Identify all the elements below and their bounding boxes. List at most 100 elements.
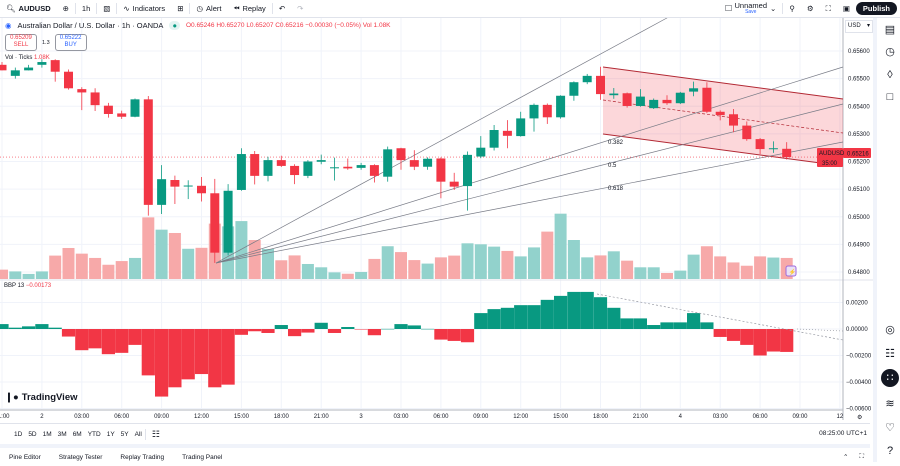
price-axis-label: 0.65000 [848, 215, 870, 221]
symbol-search[interactable]: 🔍︎ AUDUSD [0, 0, 57, 17]
watchlist-icon[interactable]: ▤ [884, 24, 896, 36]
alarm-clock-icon[interactable]: ◷ [885, 46, 895, 58]
quick-search-button[interactable]: ⚲ [783, 0, 801, 17]
time-axis-label: 06:00 [114, 414, 130, 420]
candle-down [77, 89, 87, 93]
channel-bottom-line [602, 133, 844, 167]
buy-price: 0.65222 [59, 35, 82, 41]
last-price-tag [817, 148, 843, 167]
replay-button[interactable]: ⏪︎ Replay [227, 0, 271, 17]
time-axis-label: 3 [359, 414, 363, 420]
range-all[interactable]: All [134, 430, 142, 438]
clock[interactable]: 08:25:00 UTC+1 [819, 430, 867, 437]
collapse-panel-icon[interactable]: ⌃ [842, 454, 849, 461]
indicators-button[interactable]: ∿ Indicators [117, 0, 171, 17]
undo-button[interactable]: ↶ [273, 0, 291, 17]
target-icon[interactable]: ◎ [885, 324, 895, 336]
range-1y[interactable]: 1Y [106, 430, 115, 438]
candle-down [622, 93, 632, 106]
fullscreen-button[interactable]: ⛶ [820, 0, 837, 17]
range-1d[interactable]: 1D [14, 430, 23, 438]
candle-up [223, 190, 233, 253]
bbp-bar-negative [194, 329, 209, 375]
redo-button[interactable]: ↷ [291, 0, 309, 17]
tradingview-logo[interactable]: ❙● TradingView [5, 392, 78, 403]
gear-icon: ⚙︎ [806, 4, 814, 13]
chart-canvas[interactable]: 0.002000.00000−0.00200−0.00400−0.0060021… [0, 0, 873, 421]
bbp-bar-negative [434, 329, 448, 340]
templates-button[interactable]: ⊞ [171, 0, 189, 17]
volume-bar [301, 263, 314, 279]
symbol-title[interactable]: Australian Dollar / U.S. Dollar · 1h · O… [17, 21, 164, 30]
tab-trading-panel[interactable]: Trading Panel [182, 453, 223, 461]
search-settings-icon: ⚲ [789, 4, 795, 13]
time-axis-label: 03:00 [713, 414, 729, 420]
currency-select[interactable]: USD ▾ [845, 20, 873, 33]
tab-replay-trading[interactable]: Replay Trading [120, 453, 165, 461]
time-axis-label: 12:00 [194, 414, 210, 420]
alert-button[interactable]: ◷ Alert [190, 0, 227, 17]
volume-bar [528, 247, 540, 279]
volume-bar [727, 262, 740, 279]
right-sidebar: ▤ ◷ ◊ □ ◎ ☷ ∷ ≋ ♡ ? [873, 17, 900, 462]
bell-icon[interactable]: ♡ [885, 422, 895, 434]
bbp-bar-negative [115, 329, 129, 353]
top-toolbar: 🔍︎ AUDUSD ⊕ 1h ▧ ∿ Indicators ⊞ ◷ Alert ⏪︎ R… [0, 0, 900, 18]
replay-label: Replay [242, 4, 266, 13]
layers-icon[interactable]: ◊ [887, 69, 893, 81]
sell-button[interactable]: 0.65209 SELL [5, 34, 37, 51]
fib-fan-line [215, 141, 844, 264]
bbp-bar-positive [487, 309, 501, 329]
publish-button[interactable]: Publish [855, 2, 897, 15]
lightning-icon[interactable] [785, 265, 797, 277]
volume-bar [102, 264, 115, 279]
volume-bar [740, 265, 753, 279]
bbp-bar-negative [88, 329, 102, 349]
help-icon[interactable]: ? [886, 445, 894, 457]
maximize-panel-icon[interactable]: ⛶ [859, 453, 864, 460]
signal-icon[interactable]: ≋ [885, 398, 895, 410]
bbp-bar-positive [421, 328, 435, 330]
range-1m[interactable]: 1M [42, 430, 52, 438]
range-5y[interactable]: 5Y [120, 430, 129, 438]
candle-down [436, 158, 446, 182]
compare-button[interactable]: ⊕ [57, 0, 75, 17]
layout-button[interactable]: □ Unnamed Save ⌄ [719, 0, 782, 17]
goto-date-icon[interactable]: ☷ [144, 428, 163, 440]
bbp-bar-negative [780, 329, 794, 352]
tab-strategy-tester[interactable]: Strategy Tester [58, 453, 103, 461]
interval-button[interactable]: 1h [76, 0, 96, 17]
apps-grid-icon[interactable]: ∷ [881, 369, 899, 387]
volume-legend[interactable]: Vol · Ticks 1.08K [5, 55, 50, 61]
volume-bar [594, 255, 607, 279]
volume-bar [501, 250, 514, 279]
range-3m[interactable]: 3M [57, 430, 67, 438]
bbp-bar-negative [248, 329, 262, 332]
candle-down [50, 60, 60, 72]
candle-up [689, 88, 699, 92]
calendar-icon[interactable]: ☷ [885, 348, 895, 360]
candle-up [236, 154, 246, 190]
tab-pine-editor[interactable]: Pine Editor [9, 453, 41, 461]
bbp-bar-positive [527, 305, 541, 329]
volume-bar [315, 267, 328, 279]
candle-down [662, 99, 672, 104]
chat-icon[interactable]: □ [886, 91, 894, 103]
bbp-legend[interactable]: BBP 13 −0.00173 [4, 283, 51, 289]
volume-bar [434, 257, 447, 279]
range-ytd[interactable]: YTD [87, 430, 101, 438]
volume-bar [75, 253, 88, 279]
last-price-symbol: AUDUSD [819, 151, 845, 157]
range-6m[interactable]: 6M [72, 430, 82, 438]
volume-bar [288, 255, 301, 279]
candle-down [0, 64, 7, 71]
snapshot-button[interactable]: ▣ [837, 0, 856, 17]
candle-up [303, 161, 313, 176]
chart-type-button[interactable]: ▧ [97, 0, 116, 17]
volume-bar [22, 273, 35, 279]
settings-button[interactable]: ⚙︎ [801, 0, 820, 17]
range-5d[interactable]: 5D [28, 430, 37, 438]
volume-title: Vol · Ticks [5, 55, 33, 61]
volume-bar [248, 240, 261, 279]
buy-button[interactable]: 0.65222 BUY [54, 34, 87, 51]
